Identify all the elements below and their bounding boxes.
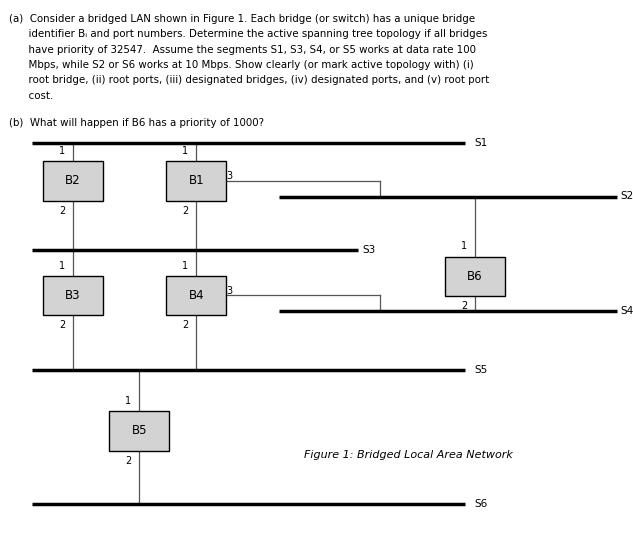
Text: (a)  Consider a bridged LAN shown in Figure 1. Each bridge (or switch) has a uni: (a) Consider a bridged LAN shown in Figu…	[9, 14, 475, 24]
Text: 1: 1	[125, 396, 132, 406]
Text: 2: 2	[59, 320, 65, 329]
Text: Figure 1: Bridged Local Area Network: Figure 1: Bridged Local Area Network	[304, 450, 513, 460]
Bar	[43, 276, 103, 315]
Text: 2: 2	[461, 301, 467, 311]
Text: S4: S4	[620, 306, 633, 316]
Text: 2: 2	[125, 456, 132, 466]
Text: 1: 1	[461, 241, 467, 251]
Text: have priority of 32547.  Assume the segments S1, S3, S4, or S5 works at data rat: have priority of 32547. Assume the segme…	[9, 45, 477, 55]
Text: 1: 1	[182, 261, 189, 271]
Text: Mbps, while S2 or S6 works at 10 Mbps. Show clearly (or mark active topology wit: Mbps, while S2 or S6 works at 10 Mbps. S…	[9, 60, 474, 70]
Text: identifier Bᵢ and port numbers. Determine the active spanning tree topology if a: identifier Bᵢ and port numbers. Determin…	[9, 29, 488, 39]
Text: B3: B3	[65, 289, 80, 302]
Bar	[444, 257, 505, 296]
Text: 3: 3	[226, 171, 232, 181]
Text: S2: S2	[620, 191, 633, 202]
Text: S1: S1	[475, 138, 488, 148]
Text: 1: 1	[182, 146, 189, 156]
Bar	[109, 411, 169, 451]
Text: S3: S3	[362, 245, 375, 255]
Text: 2: 2	[182, 320, 189, 329]
Text: cost.: cost.	[9, 91, 54, 101]
Text: 2: 2	[59, 206, 65, 216]
Text: S5: S5	[475, 365, 488, 375]
Text: 3: 3	[226, 286, 232, 296]
Bar	[166, 161, 227, 201]
Text: 1: 1	[59, 261, 65, 271]
Text: 1: 1	[59, 146, 65, 156]
Text: B2: B2	[65, 174, 80, 187]
Text: B5: B5	[132, 424, 147, 437]
Text: B1: B1	[189, 174, 204, 187]
Text: root bridge, (ii) root ports, (iii) designated bridges, (iv) designated ports, a: root bridge, (ii) root ports, (iii) desi…	[9, 75, 490, 85]
Text: S6: S6	[475, 499, 488, 509]
Bar	[43, 161, 103, 201]
Text: B6: B6	[467, 270, 482, 283]
Text: B4: B4	[189, 289, 204, 302]
Text: (b)  What will happen if B6 has a priority of 1000?: (b) What will happen if B6 has a priorit…	[9, 118, 265, 128]
Bar	[166, 276, 227, 315]
Text: 2: 2	[182, 206, 189, 216]
